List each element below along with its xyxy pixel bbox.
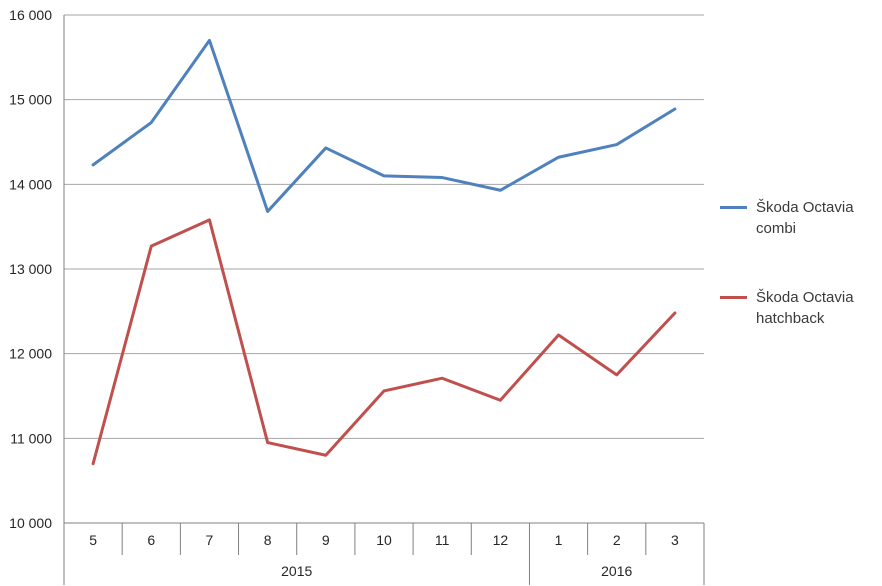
legend-label-combi: Škoda Octavia combi — [756, 199, 854, 237]
x-axis-year-label: 2015 — [281, 563, 312, 579]
x-axis-month-label: 2 — [613, 532, 621, 548]
x-axis-month-label: 12 — [493, 532, 509, 548]
x-axis-month-label: 1 — [555, 532, 563, 548]
x-axis-year-label: 2016 — [601, 563, 632, 579]
legend-swatch-hatchback — [720, 296, 747, 299]
legend: Škoda Octavia combi Škoda Octavia hatchb… — [712, 0, 882, 586]
x-axis-month-label: 9 — [322, 532, 330, 548]
y-axis-tick-label: 14 000 — [9, 176, 52, 192]
x-axis-month-label: 7 — [206, 532, 214, 548]
x-axis-month-label: 8 — [264, 532, 272, 548]
y-axis-tick-label: 12 000 — [9, 346, 52, 362]
y-axis-tick-label: 16 000 — [9, 7, 52, 23]
series-line-hatchback — [91, 218, 677, 466]
legend-item-hatchback: Škoda Octavia hatchback — [720, 287, 864, 329]
series-line-combi — [91, 38, 677, 213]
legend-item-combi: Škoda Octavia combi — [720, 197, 864, 239]
x-axis-month-label: 5 — [89, 532, 97, 548]
x-axis-month-label: 6 — [147, 532, 155, 548]
y-axis-tick-label: 11 000 — [10, 430, 52, 446]
y-axis-tick-label: 10 000 — [9, 515, 52, 531]
plot-area: 10 000 11 000 12 000 13 000 14 000 15 000 16 0… — [9, 7, 705, 585]
x-axis-month-label: 11 — [435, 532, 450, 548]
y-axis-tick-label: 13 000 — [9, 261, 52, 277]
y-axis-tick-label: 15 000 — [9, 92, 52, 108]
x-axis-month-label: 3 — [671, 532, 679, 548]
x-axis-month-label: 10 — [376, 532, 392, 548]
legend-swatch-combi — [720, 206, 747, 209]
legend-label-hatchback: Škoda Octavia hatchback — [756, 289, 854, 327]
